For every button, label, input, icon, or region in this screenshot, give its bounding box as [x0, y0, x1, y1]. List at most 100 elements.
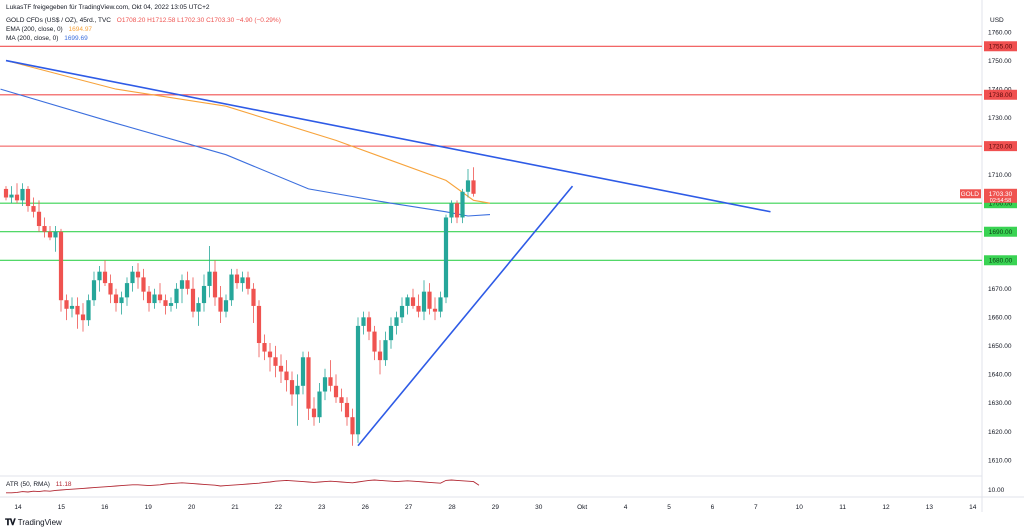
- resistance-price-label: 1738.00: [989, 92, 1013, 99]
- candle-body: [36, 211, 42, 227]
- candle-body: [185, 280, 190, 289]
- x-tick-label: 20: [188, 504, 196, 511]
- ma-label: MA (200, close, 0): [6, 35, 59, 42]
- x-tick-label: Okt: [577, 504, 587, 511]
- y-tick-label: 1630.00: [988, 400, 1012, 407]
- y-tick-label: 1730.00: [988, 115, 1012, 122]
- candle-body: [31, 206, 36, 212]
- candle-body: [168, 303, 174, 306]
- candle-body: [300, 357, 306, 386]
- atr-value: 11.18: [55, 481, 72, 488]
- candle-body: [361, 317, 366, 326]
- candle-body: [273, 357, 278, 366]
- candle-body: [91, 280, 97, 301]
- candle-body: [399, 305, 405, 318]
- candle-body: [25, 188, 31, 207]
- candle-body: [119, 297, 124, 304]
- x-tick-label: 5: [667, 504, 671, 511]
- candle-body: [135, 271, 141, 278]
- bar-countdown-label: 02:54:58: [990, 198, 1011, 204]
- candle-body: [207, 271, 212, 286]
- ohlc-line: GOLD CFDs (US$ / OZ), 45rd., TVC O1708.2…: [6, 17, 281, 25]
- resistance-price-tag: [984, 141, 1017, 152]
- x-tick-label: 30: [535, 504, 543, 511]
- candle-body: [449, 203, 454, 218]
- tradingview-logo[interactable]: 𝐓𝐕 TradingView: [5, 517, 62, 528]
- candle-body: [471, 180, 476, 194]
- candle-body: [102, 271, 108, 284]
- ema-line: [5, 59, 491, 204]
- candle-body: [421, 291, 427, 312]
- resistance-price-label: 1720.00: [989, 144, 1013, 151]
- x-tick-label: 11: [839, 504, 846, 511]
- symbol-line: GOLD CFDs (US$ / OZ), 45rd., TVC: [6, 17, 111, 24]
- candle-body: [124, 283, 130, 298]
- support-price-label: 1690.00: [989, 229, 1013, 236]
- currency-label: USD: [990, 17, 1004, 24]
- x-tick-label: 21: [231, 504, 239, 511]
- candle-body: [322, 377, 328, 392]
- candle-body: [157, 294, 163, 301]
- x-tick-label: 4: [624, 504, 628, 511]
- candle-body: [141, 277, 146, 292]
- candle-body: [295, 385, 300, 395]
- candle-body: [344, 402, 350, 418]
- x-tick-label: 29: [492, 504, 500, 511]
- candle-body: [289, 380, 295, 395]
- candle-body: [234, 274, 240, 284]
- y-tick-label: 1610.00: [988, 457, 1012, 464]
- support-price-tag: [984, 255, 1017, 266]
- candle-body: [218, 297, 223, 312]
- candle-body: [152, 294, 157, 304]
- last-price-tag: [984, 188, 1017, 203]
- candle-body: [262, 343, 267, 352]
- candle-body: [53, 231, 58, 238]
- candle-body: [146, 291, 152, 304]
- x-tick-label: 14: [14, 504, 22, 511]
- share-line: LukasTF freigegeben für TradingView.com,…: [6, 4, 210, 11]
- y-tick-label: 1640.00: [988, 372, 1012, 379]
- x-tick-label: 26: [362, 504, 370, 511]
- candle-body: [366, 317, 372, 332]
- candle-body: [377, 351, 383, 361]
- support-price-tag: [984, 226, 1017, 237]
- resistance-price-tag: [984, 89, 1017, 100]
- candle-body: [174, 288, 179, 304]
- ascending-trendline: [357, 185, 574, 447]
- x-tick-label: 22: [275, 504, 283, 511]
- tradingview-icon: 𝐓𝐕: [5, 517, 16, 527]
- candle-body: [438, 297, 443, 312]
- candle-body: [245, 277, 251, 289]
- candle-body: [69, 305, 75, 309]
- candle-body: [14, 194, 20, 201]
- ma-value: 1699.69: [64, 35, 88, 42]
- resistance-price-label: 1755.00: [989, 44, 1013, 51]
- candle-body: [20, 188, 25, 201]
- candle-body: [130, 271, 135, 284]
- x-tick-label: 12: [882, 504, 890, 511]
- candle-body: [113, 294, 119, 304]
- candle-body: [443, 217, 449, 298]
- y-tick-label: 1670.00: [988, 286, 1012, 293]
- candle-body: [229, 274, 234, 301]
- atr-legend[interactable]: ATR (50, RMA) 11.18: [6, 481, 72, 489]
- candle-body: [240, 277, 245, 284]
- candle-body: [196, 303, 201, 312]
- x-tick-label: 23: [318, 504, 326, 511]
- tradingview-brand: TradingView: [17, 518, 62, 527]
- candle-body: [388, 325, 394, 341]
- candle-body: [432, 308, 438, 312]
- y-tick-label: 1710.00: [988, 172, 1012, 179]
- candle-body: [465, 180, 471, 192]
- candle-body: [416, 305, 421, 312]
- candle-body: [223, 300, 229, 312]
- candle-body: [372, 331, 377, 352]
- candle-body: [47, 231, 53, 238]
- descending-trendline: [5, 59, 771, 213]
- ema-value: 1694.97: [68, 26, 93, 33]
- ema-legend[interactable]: EMA (200, close, 0) 1694.97: [6, 26, 92, 34]
- ma-legend[interactable]: MA (200, close, 0) 1699.69: [6, 35, 88, 43]
- candle-body: [58, 231, 64, 301]
- candle-body: [278, 365, 284, 372]
